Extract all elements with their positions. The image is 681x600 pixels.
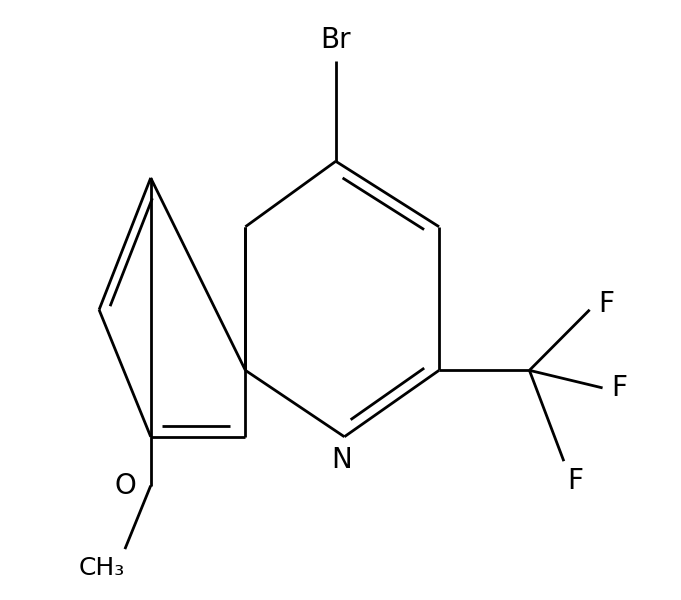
- Text: N: N: [331, 446, 352, 473]
- Text: F: F: [599, 290, 614, 318]
- Text: CH₃: CH₃: [78, 556, 125, 580]
- Text: Br: Br: [321, 26, 351, 53]
- Text: F: F: [567, 467, 583, 495]
- Text: F: F: [612, 374, 627, 402]
- Text: O: O: [114, 472, 136, 500]
